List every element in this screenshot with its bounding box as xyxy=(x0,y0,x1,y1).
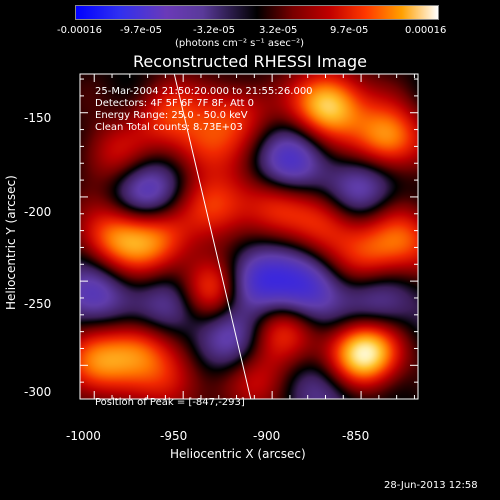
heatmap-image xyxy=(80,74,418,399)
colorbar-unit: (photons cm⁻² s⁻¹ asec⁻²) xyxy=(175,38,305,49)
x-tick-label: -900 xyxy=(253,429,281,443)
x-tick-label: -850 xyxy=(342,429,370,443)
x-tick-label: -1000 xyxy=(66,429,101,443)
y-tick-label: -300 xyxy=(24,385,52,399)
colorbar xyxy=(75,5,439,20)
colorbar-tick: -9.7e-05 xyxy=(120,25,162,36)
annotation-energy: Energy Range: 25.0 - 50.0 keV xyxy=(95,110,248,121)
timestamp: 28-Jun-2013 12:58 xyxy=(384,480,478,491)
colorbar-tick: 3.2e-05 xyxy=(259,25,298,36)
annotation-detectors: Detectors: 4F 5F 6F 7F 8F, Att 0 xyxy=(95,98,255,109)
x-axis-label: Heliocentric X (arcsec) xyxy=(170,447,306,461)
colorbar-tick: 0.00016 xyxy=(405,25,447,36)
colorbar-tick: -0.00016 xyxy=(57,25,102,36)
colorbar-tick: -3.2e-05 xyxy=(193,25,235,36)
solar-limb-line xyxy=(173,73,252,400)
x-tick-label: -950 xyxy=(160,429,188,443)
peak-position-label: Position of Peak = [-847,-293] xyxy=(95,397,245,408)
colorbar-tick: 9.7e-05 xyxy=(330,25,369,36)
y-axis-label: Heliocentric Y (arcsec) xyxy=(4,175,18,310)
annotation-counts: Clean Total counts: 8.73E+03 xyxy=(95,122,243,133)
y-tick-label: -250 xyxy=(24,297,52,311)
y-tick-label: -150 xyxy=(24,111,52,125)
annotation-time: 25-Mar-2004 21:50:20.000 to 21:55:26.000 xyxy=(95,86,313,97)
y-tick-label: -200 xyxy=(24,205,52,219)
plot-border xyxy=(79,73,419,400)
chart-title: Reconstructed RHESSI Image xyxy=(133,52,367,71)
